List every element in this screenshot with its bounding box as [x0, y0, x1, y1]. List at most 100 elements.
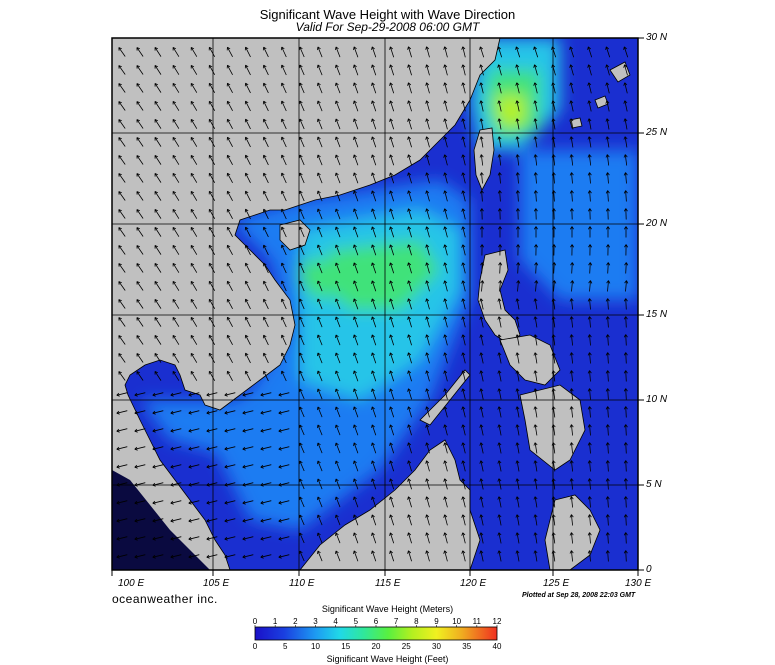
direction-arrow	[533, 532, 538, 544]
direction-arrow	[497, 460, 502, 472]
direction-arrow	[226, 208, 233, 219]
direction-arrow	[407, 424, 412, 436]
direction-arrow	[116, 392, 128, 397]
direction-arrow	[280, 316, 287, 328]
direction-arrow	[244, 244, 251, 256]
direction-arrow	[154, 335, 162, 345]
direction-arrow	[606, 262, 611, 274]
direction-arrow	[443, 190, 448, 202]
direction-arrow	[587, 172, 592, 184]
direction-arrow	[262, 82, 269, 94]
direction-arrow	[389, 514, 395, 526]
direction-arrow	[226, 82, 233, 93]
direction-arrow	[533, 424, 538, 436]
direction-arrow	[515, 226, 520, 238]
direction-arrow	[371, 532, 377, 544]
direction-arrow	[335, 172, 341, 184]
direction-arrow	[533, 64, 538, 76]
direction-arrow	[134, 392, 146, 397]
direction-arrow	[461, 154, 466, 166]
direction-arrow	[299, 208, 305, 220]
direction-arrow	[280, 208, 287, 220]
direction-arrow	[605, 550, 610, 562]
direction-arrow	[152, 410, 164, 415]
direction-arrow	[335, 64, 341, 76]
direction-arrow	[299, 136, 305, 148]
direction-arrow	[170, 428, 182, 433]
direction-arrow	[605, 442, 610, 454]
direction-arrow	[623, 298, 628, 310]
direction-arrow	[280, 46, 287, 58]
direction-arrow	[389, 64, 395, 76]
direction-arrow	[353, 406, 359, 418]
direction-arrow	[242, 446, 254, 451]
direction-arrow	[461, 262, 466, 274]
direction-arrow	[587, 82, 592, 94]
direction-arrow	[606, 244, 611, 256]
direction-arrow	[172, 316, 180, 327]
direction-arrow	[479, 136, 484, 148]
direction-arrow	[317, 82, 323, 94]
direction-arrow	[479, 100, 484, 112]
direction-arrow	[154, 155, 162, 165]
direction-arrow	[172, 280, 180, 291]
direction-arrow	[280, 280, 287, 292]
direction-arrow	[152, 428, 164, 433]
direction-arrow	[299, 424, 305, 436]
direction-arrow	[353, 316, 359, 328]
colorbar-feet-tick: 25	[401, 642, 411, 651]
direction-arrow	[206, 482, 218, 487]
direction-arrow	[443, 496, 448, 508]
direction-arrow	[461, 46, 466, 58]
malacca-deep	[112, 470, 210, 570]
direction-arrow	[335, 496, 341, 508]
direction-arrow	[134, 464, 146, 469]
direction-arrow	[353, 82, 359, 94]
direction-arrow	[335, 352, 341, 364]
direction-arrow	[299, 514, 305, 526]
direction-arrow	[605, 532, 610, 544]
direction-arrow	[569, 352, 574, 364]
direction-arrow	[353, 334, 359, 346]
direction-arrow	[299, 460, 305, 472]
direction-arrow	[515, 46, 521, 58]
direction-arrow	[497, 298, 502, 310]
direction-arrow	[461, 226, 466, 238]
direction-arrow	[623, 82, 628, 94]
direction-arrow	[551, 208, 556, 220]
direction-arrow	[533, 514, 538, 526]
direction-arrow	[407, 334, 412, 346]
direction-arrow	[353, 370, 359, 382]
direction-arrow	[425, 370, 430, 382]
direction-arrow	[136, 299, 144, 309]
direction-arrow	[224, 446, 236, 451]
direction-arrow	[299, 388, 305, 400]
direction-arrow	[170, 410, 182, 415]
direction-arrow	[425, 46, 430, 58]
direction-arrow	[371, 136, 377, 148]
direction-arrow	[136, 227, 144, 237]
direction-arrow	[154, 47, 162, 57]
lon-label-125e: 125 E	[543, 578, 570, 589]
direction-arrow	[317, 406, 323, 418]
direction-arrow	[407, 64, 412, 76]
direction-arrow	[188, 446, 200, 451]
direction-arrow	[443, 388, 448, 400]
direction-arrow	[335, 136, 341, 148]
direction-arrow	[569, 496, 574, 508]
direction-arrow	[335, 334, 341, 346]
direction-arrow	[335, 82, 341, 94]
direction-arrow	[172, 352, 180, 363]
direction-arrow	[569, 190, 574, 202]
direction-arrow	[136, 245, 144, 255]
direction-arrow	[242, 500, 254, 505]
direction-arrow	[623, 370, 628, 382]
direction-arrow	[479, 82, 484, 94]
direction-arrow	[353, 514, 359, 526]
direction-arrow	[516, 280, 521, 292]
direction-arrow	[152, 464, 164, 469]
direction-arrow	[244, 208, 251, 220]
direction-arrow	[515, 532, 520, 544]
direction-arrow	[116, 428, 128, 433]
direction-arrow	[443, 46, 448, 58]
